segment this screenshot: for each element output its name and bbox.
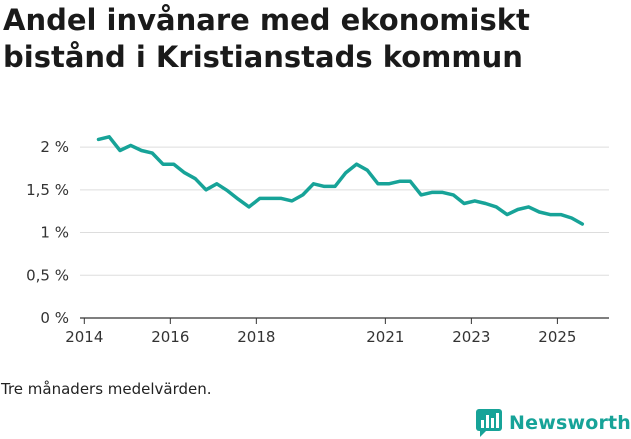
x-tick-label: 2016 <box>151 328 189 346</box>
series-line <box>96 135 585 226</box>
x-tick-label: 2023 <box>452 328 490 346</box>
y-tick-label: 1,5 % <box>26 181 69 199</box>
chart-title-line-2: bistånd i Kristianstads kommun <box>3 40 523 74</box>
chart-title: Andel invånare med ekonomiskt bistånd i … <box>3 2 623 76</box>
chart-caption: Tre månaders medelvärden. <box>1 380 212 398</box>
y-tick-label: 2 % <box>40 138 69 156</box>
x-tick-label: 2014 <box>65 328 103 346</box>
x-tick-label: 2021 <box>366 328 404 346</box>
chart-title-line-1: Andel invånare med ekonomiskt <box>3 3 530 37</box>
y-tick-label: 0 % <box>40 309 69 327</box>
y-tick-label: 1 % <box>40 224 69 242</box>
newsworthy-chart-icon <box>476 409 502 437</box>
x-tick-label: 2025 <box>538 328 576 346</box>
y-tick-label: 0,5 % <box>26 266 69 284</box>
line-chart: 0 % 0,5 % 1 % 1,5 % 2 % 2014 2016 2018 2021 2023 2… <box>26 135 609 346</box>
brand-name: Newsworthy <box>509 412 631 434</box>
newsworthy-logo: Newsworthy <box>476 408 631 438</box>
x-tick-label: 2018 <box>237 328 275 346</box>
